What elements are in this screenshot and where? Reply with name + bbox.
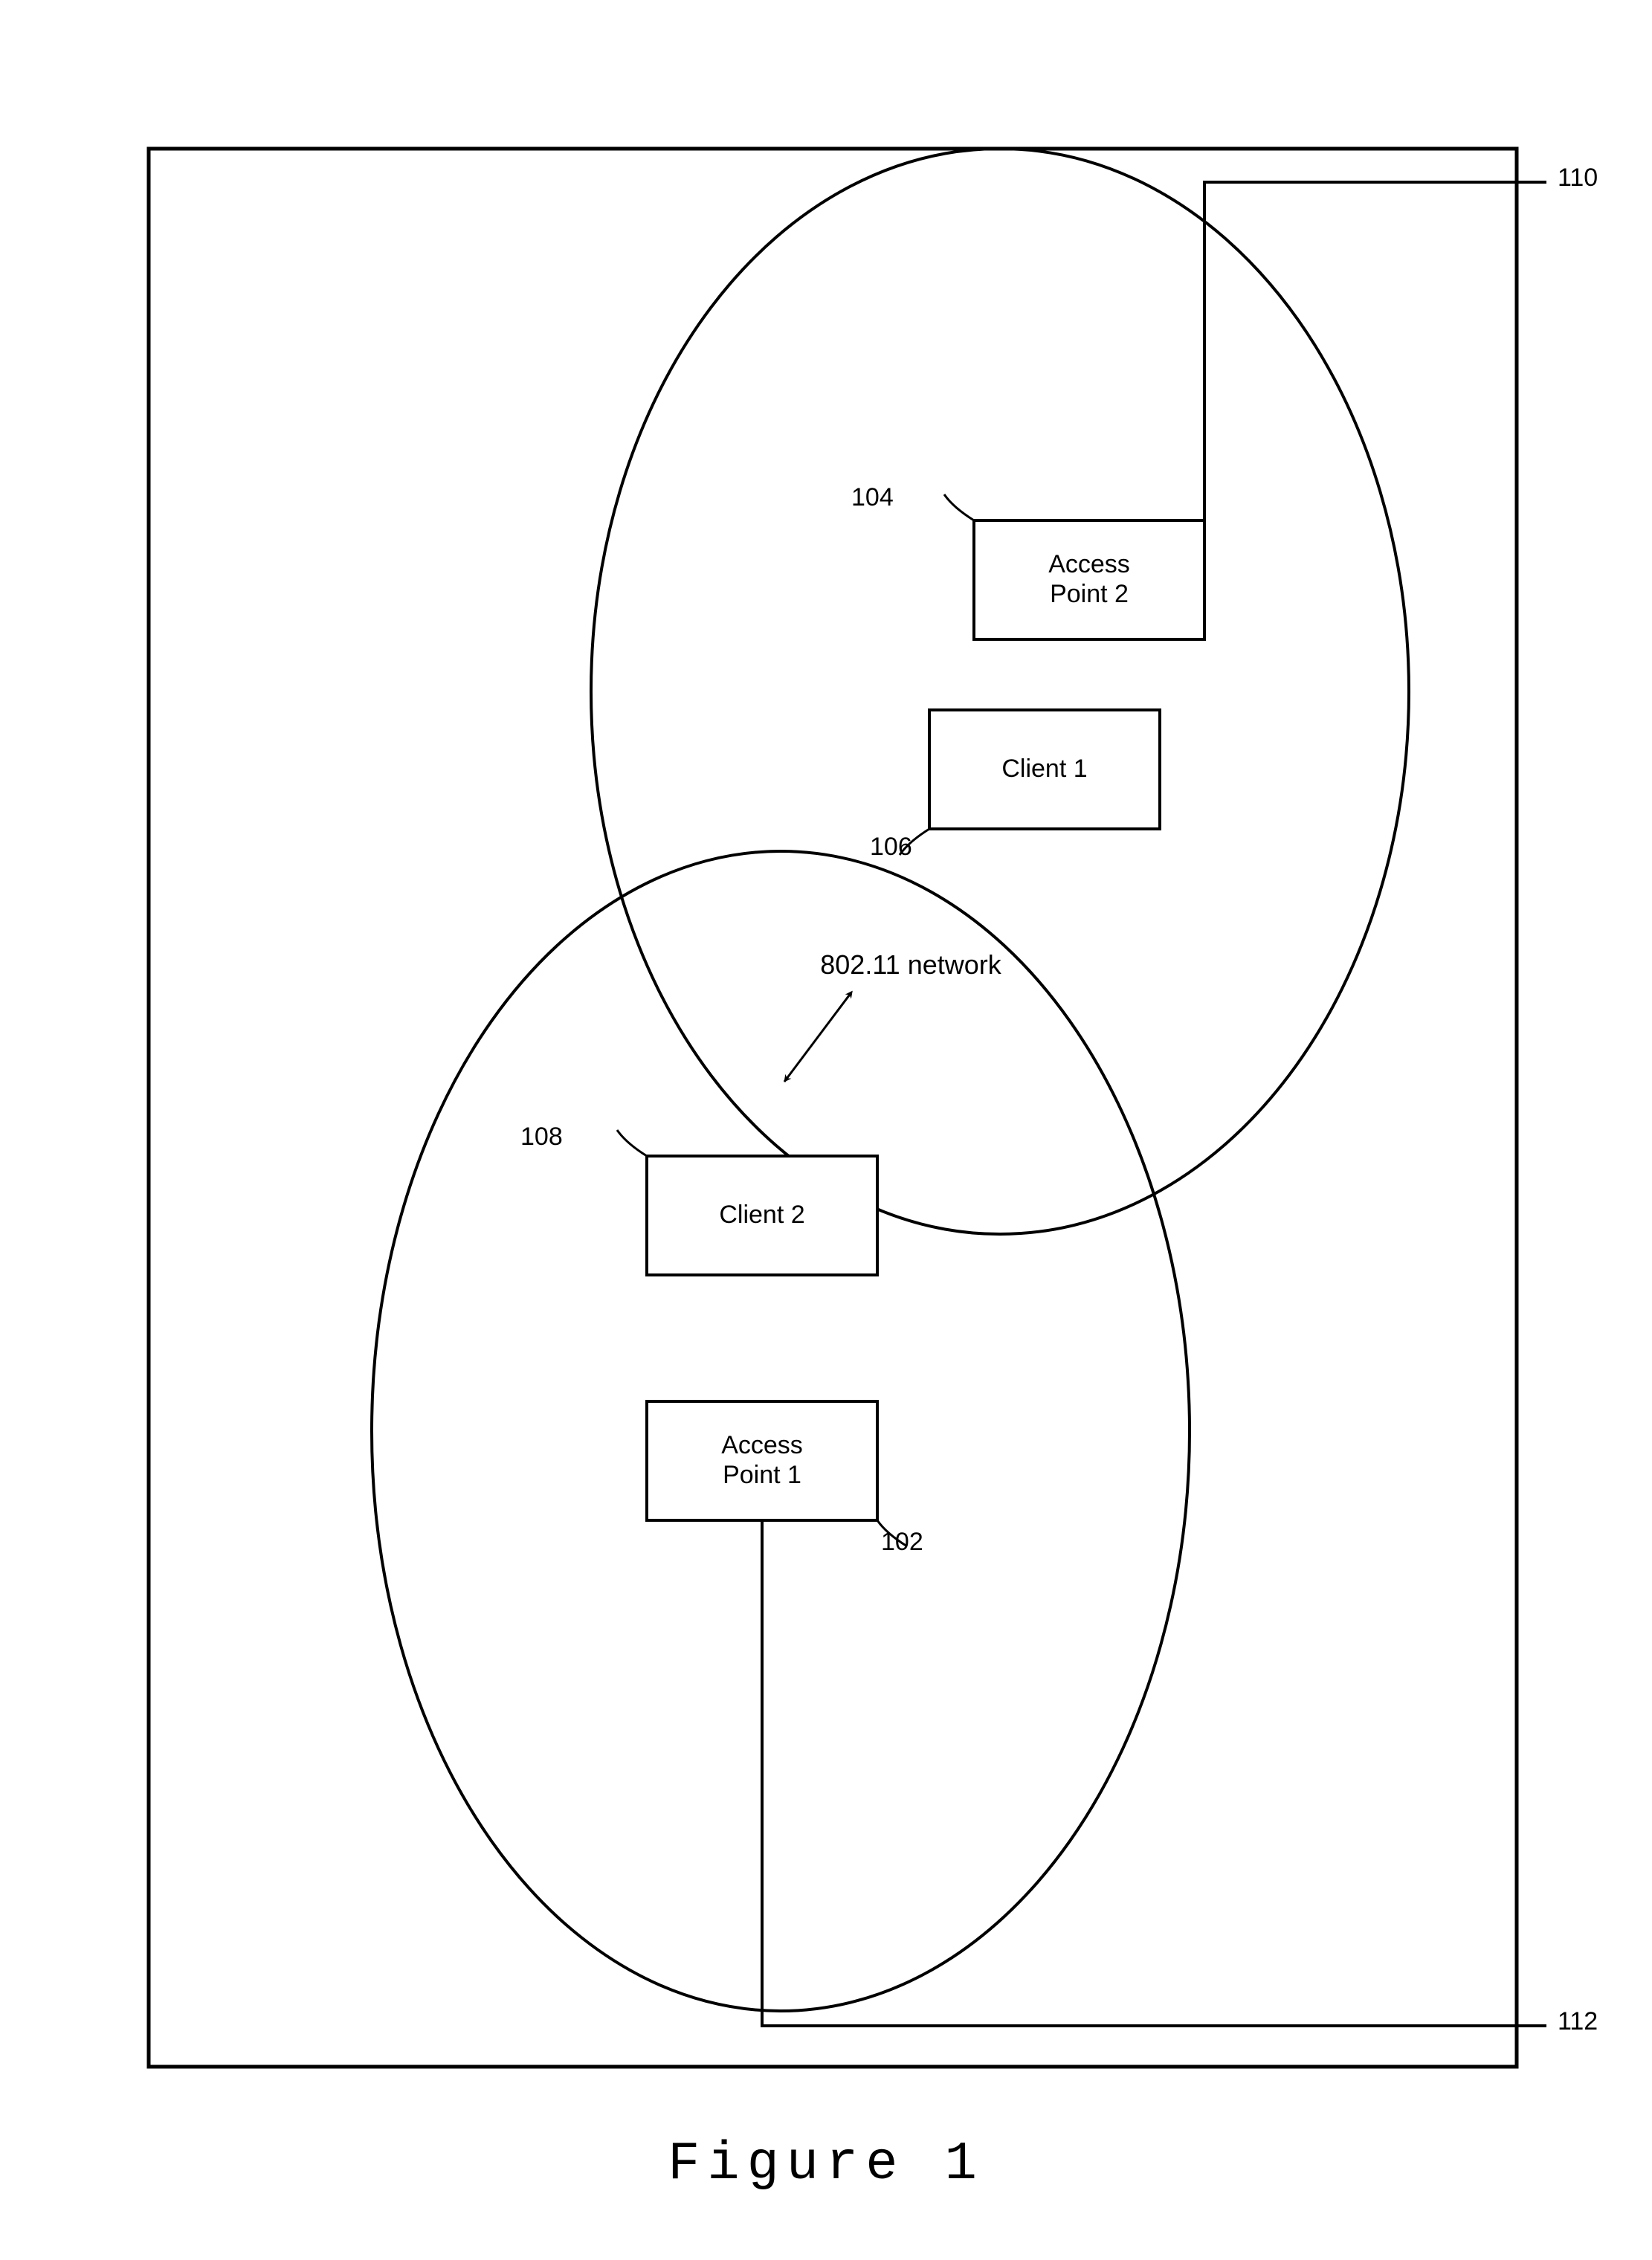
client_2-ref-number: 108 bbox=[520, 1123, 563, 1151]
network-label-text: 802.11 network bbox=[820, 949, 1001, 980]
external-ref-112: 112 bbox=[1558, 2007, 1598, 2035]
network-nodes: AccessPoint 2104Client 1106Client 2108Ac… bbox=[520, 483, 1204, 1556]
external-ref-110: 110 bbox=[1558, 164, 1598, 192]
coverage-ellipse-bss2 bbox=[591, 149, 1409, 1234]
client_2-ref-tick bbox=[617, 1130, 647, 1156]
network-label: 802.11 network bbox=[784, 949, 1002, 1082]
access_point_1-uplink-wire bbox=[762, 1520, 1517, 2026]
uplink-wires bbox=[762, 182, 1546, 2026]
client_1-ref-number: 106 bbox=[870, 833, 912, 861]
outer-frame bbox=[149, 149, 1517, 2067]
access_point_2-ref-tick bbox=[944, 494, 974, 520]
access_point_2-uplink-wire bbox=[1204, 182, 1517, 580]
client_2-label: Client 2 bbox=[719, 1201, 804, 1229]
figure-caption: Figure 1 bbox=[668, 2134, 984, 2195]
external-refs: 110 112 bbox=[1558, 164, 1598, 2035]
figure-canvas: AccessPoint 2104Client 1106Client 2108Ac… bbox=[0, 0, 1652, 2260]
coverage-ellipses bbox=[372, 149, 1409, 2011]
network-label-arrow bbox=[784, 992, 851, 1082]
access_point_1-ref-number: 102 bbox=[881, 1528, 923, 1556]
client_1-label: Client 1 bbox=[1001, 755, 1087, 783]
access_point_2-ref-number: 104 bbox=[851, 483, 894, 511]
